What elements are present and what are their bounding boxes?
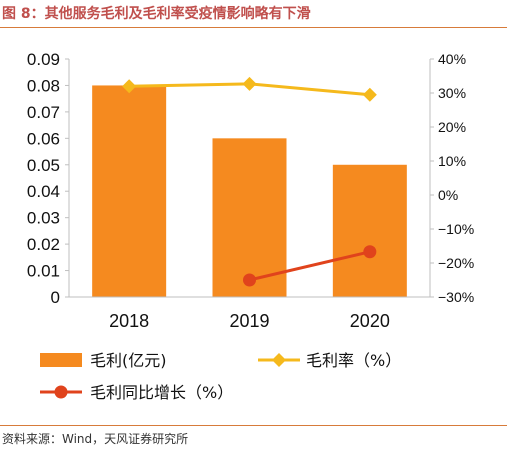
left-tick-label: 0.04 <box>27 182 60 201</box>
left-tick-label: 0.07 <box>27 103 60 122</box>
growth-point <box>363 245 377 259</box>
x-tick-label: 2018 <box>109 311 149 331</box>
combo-chart: 0 0.01 0.02 0.03 0.04 0.05 0.06 0.07 0.08 0.09 −3… <box>27 50 474 402</box>
left-tick-label: 0.05 <box>27 156 60 175</box>
left-tick-label: 0.06 <box>27 129 60 148</box>
left-y-tick-labels: 0 0.01 0.02 0.03 0.04 0.05 0.06 0.07 0.08 0.09 <box>27 50 69 307</box>
legend: 毛利(亿元) 毛利率（%） 毛利同比增长（%） <box>40 351 401 402</box>
legend-swatch-margin-marker <box>272 353 286 367</box>
legend-label-gross-profit: 毛利(亿元) <box>90 351 167 370</box>
left-tick-label: 0.03 <box>27 209 60 228</box>
right-tick-label: 30% <box>438 85 466 101</box>
bar-series <box>92 85 407 297</box>
right-tick-label: 10% <box>438 153 466 169</box>
source-note: 资料来源：Wind，天风证券研究所 <box>2 432 189 446</box>
legend-label-margin: 毛利率（%） <box>306 351 401 370</box>
x-tick-labels: 2018 2019 2020 <box>109 311 390 331</box>
bar-2018 <box>92 85 167 297</box>
legend-swatch-growth-marker <box>54 385 68 399</box>
bar-2020 <box>332 164 407 297</box>
bar-2019 <box>212 138 287 297</box>
margin-point <box>362 87 377 102</box>
footer-divider <box>0 425 507 426</box>
right-tick-label: −10% <box>438 221 474 237</box>
right-tick-label: −20% <box>438 255 474 271</box>
right-y-tick-labels: −30% −20% −10% 0% 10% 20% 30% 40% <box>430 51 474 305</box>
margin-point <box>122 79 137 94</box>
left-tick-label: 0.09 <box>27 50 60 69</box>
title-divider <box>0 27 507 28</box>
right-tick-label: −30% <box>438 289 474 305</box>
margin-point <box>242 76 257 91</box>
legend-swatch-gross-profit <box>40 353 82 367</box>
x-tick-label: 2020 <box>350 311 390 331</box>
line-series <box>122 76 377 287</box>
right-tick-label: 20% <box>438 119 466 135</box>
legend-label-growth: 毛利同比增长（%） <box>90 383 233 402</box>
x-tick-label: 2019 <box>229 311 269 331</box>
right-tick-label: 0% <box>438 187 458 203</box>
growth-point <box>243 273 256 287</box>
left-tick-label: 0 <box>51 288 60 307</box>
left-tick-label: 0.02 <box>27 235 60 254</box>
left-tick-label: 0.08 <box>27 76 60 95</box>
growth-line <box>249 250 371 282</box>
left-tick-label: 0.01 <box>27 262 60 281</box>
figure-title: 图 8：其他服务毛利及毛利率受疫情影响略有下滑 <box>2 6 311 22</box>
right-tick-label: 40% <box>438 51 466 67</box>
